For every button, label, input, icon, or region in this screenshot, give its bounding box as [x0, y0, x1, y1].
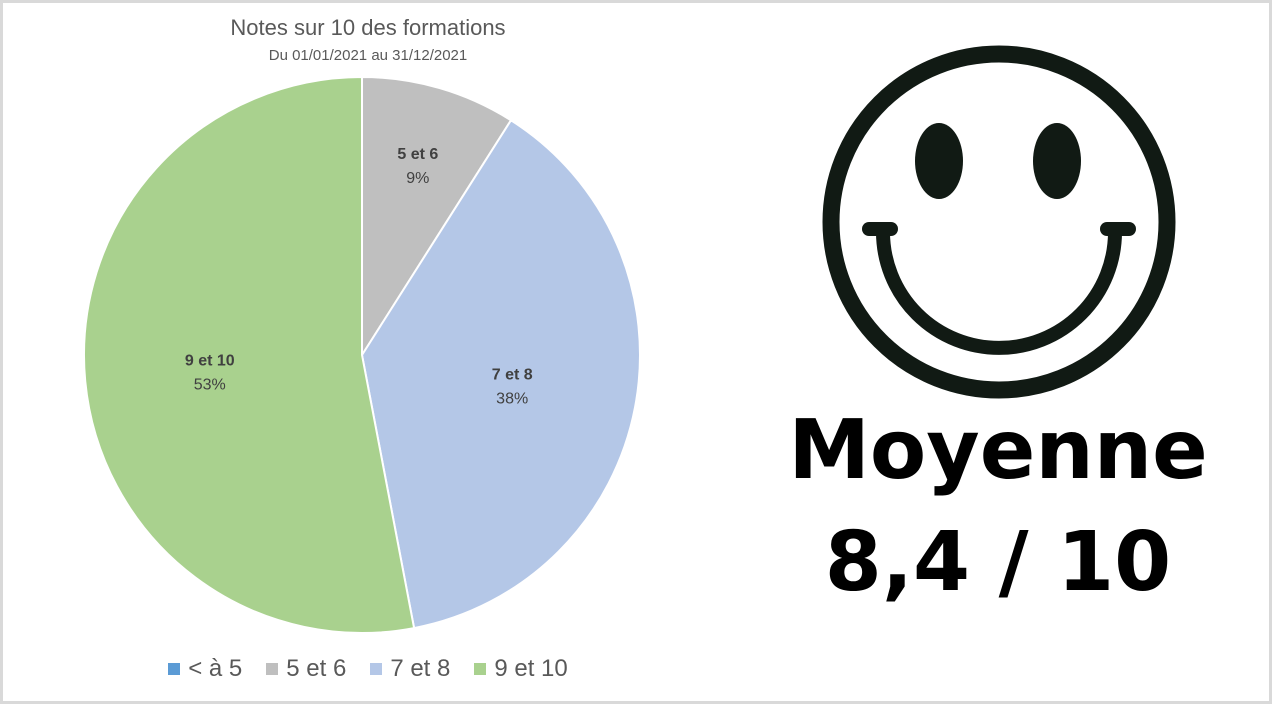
- legend-label: < à 5: [188, 655, 243, 682]
- data-label-category: 7 et 8: [492, 367, 533, 384]
- legend-label: 5 et 6: [286, 655, 347, 682]
- data-label-percent: 9%: [406, 170, 429, 187]
- data-label-category: 5 et 6: [397, 146, 438, 163]
- pie-slice-5-et-6: [361, 75, 513, 359]
- chart-legend: < à 5 5 et 6 7 et 8 9 et 10: [3, 655, 733, 683]
- legend-swatch: [370, 663, 383, 675]
- chart-frame: Notes sur 10 des formations Du 01/01/202…: [3, 3, 1269, 701]
- legend-item-7-et-8: 7 et 8: [370, 655, 450, 683]
- average-value: 8,4 / 10: [824, 515, 1172, 610]
- chart-title: Notes sur 10 des formations: [230, 15, 506, 40]
- legend-swatch: [168, 663, 181, 675]
- legend-label: 7 et 8: [390, 655, 451, 682]
- data-label-percent: 53%: [194, 376, 226, 393]
- chart-subtitle: Du 01/01/2021 au 31/12/2021: [268, 47, 468, 64]
- legend-swatch: [266, 663, 279, 675]
- legend-item-5-et-6: 5 et 6: [266, 655, 346, 683]
- smiley-face-icon: [822, 45, 1176, 399]
- legend-label: 9 et 10: [494, 655, 568, 682]
- pie-slice-9-et-10: [83, 75, 416, 634]
- legend-swatch: [474, 663, 487, 675]
- data-label-percent: 38%: [496, 391, 528, 408]
- legend-item-5: < à 5: [168, 655, 242, 683]
- legend-item-9-et-10: 9 et 10: [474, 655, 568, 683]
- data-label-category: 9 et 10: [185, 352, 235, 369]
- pie-slice-7-et-8: [360, 118, 641, 630]
- average-label: Moyenne: [788, 403, 1208, 498]
